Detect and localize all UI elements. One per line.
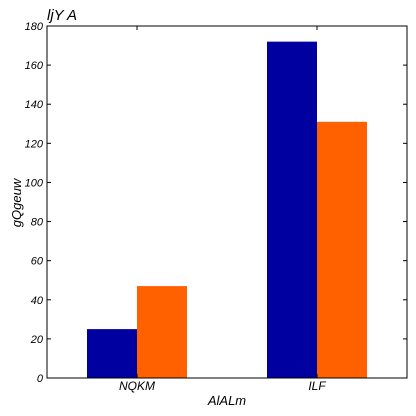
x-tick-label: ILF — [308, 379, 326, 393]
x-ticks-group: NQKM ILF — [119, 26, 326, 393]
y-tick-label: 20 — [30, 334, 44, 346]
y-ticks-group: 0 20 40 60 80 100 120 140 160 180 — [25, 21, 407, 385]
bar-ILF-series-2 — [317, 121, 367, 379]
y-tick-label: 140 — [25, 99, 44, 111]
y-tick-label: 60 — [31, 256, 44, 268]
bar-ILF-series-1 — [267, 41, 317, 379]
plot-frame — [46, 25, 408, 379]
bar-NQKM-series-2 — [137, 286, 187, 378]
y-tick-label: 160 — [25, 60, 44, 72]
y-tick-label: 180 — [25, 21, 44, 33]
y-tick-label: 80 — [31, 217, 44, 229]
chart-title: ljY A — [47, 7, 77, 24]
y-tick-label: 120 — [25, 138, 44, 150]
x-tick-label: NQKM — [119, 379, 155, 393]
bars-group — [87, 41, 367, 379]
y-tick-label: 40 — [31, 295, 44, 307]
y-tick-label: 100 — [25, 177, 44, 189]
y-tick-label: 0 — [37, 373, 44, 385]
y-axis-label: gQgeuw — [9, 177, 24, 227]
bar-NQKM-series-1 — [87, 329, 137, 378]
x-axis-label: AlALm — [207, 393, 246, 408]
